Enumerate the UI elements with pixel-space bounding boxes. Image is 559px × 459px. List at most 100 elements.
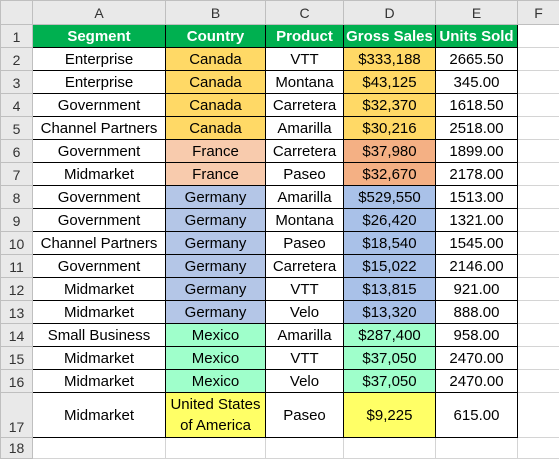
empty-cell[interactable] [518, 209, 559, 232]
data-cell[interactable]: Channel Partners [33, 117, 166, 140]
row-number[interactable]: 3 [1, 71, 33, 94]
data-cell[interactable]: Government [33, 186, 166, 209]
data-cell[interactable]: Small Business [33, 324, 166, 347]
empty-cell[interactable] [436, 438, 518, 459]
data-cell[interactable]: Government [33, 140, 166, 163]
data-cell[interactable]: Germany [166, 186, 266, 209]
data-cell[interactable]: Germany [166, 301, 266, 324]
data-cell[interactable]: Midmarket [33, 347, 166, 370]
empty-cell[interactable] [518, 255, 559, 278]
data-cell[interactable]: Canada [166, 48, 266, 71]
empty-cell[interactable] [518, 163, 559, 186]
row-number[interactable]: 15 [1, 347, 33, 370]
data-cell[interactable]: Canada [166, 94, 266, 117]
data-cell[interactable]: $30,216 [344, 117, 436, 140]
data-cell[interactable]: Canada [166, 71, 266, 94]
data-cell[interactable]: Mexico [166, 347, 266, 370]
row-number[interactable]: 2 [1, 48, 33, 71]
data-cell[interactable]: 1513.00 [436, 186, 518, 209]
data-cell[interactable]: Government [33, 255, 166, 278]
data-cell[interactable]: Germany [166, 255, 266, 278]
data-cell[interactable]: 1899.00 [436, 140, 518, 163]
data-cell[interactable]: France [166, 140, 266, 163]
data-cell[interactable]: Carretera [266, 140, 344, 163]
empty-cell[interactable] [518, 278, 559, 301]
data-cell[interactable]: France [166, 163, 266, 186]
empty-cell[interactable] [518, 232, 559, 255]
header-cell[interactable]: Segment [33, 25, 166, 48]
row-number[interactable]: 11 [1, 255, 33, 278]
row-number[interactable]: 17 [1, 393, 33, 438]
data-cell[interactable]: $9,225 [344, 393, 436, 438]
data-cell[interactable]: Germany [166, 209, 266, 232]
empty-cell[interactable] [518, 71, 559, 94]
row-number[interactable]: 10 [1, 232, 33, 255]
row-number[interactable]: 5 [1, 117, 33, 140]
data-cell[interactable]: Government [33, 209, 166, 232]
empty-cell[interactable] [518, 393, 559, 438]
column-letter[interactable]: C [266, 1, 344, 25]
data-cell[interactable]: $32,670 [344, 163, 436, 186]
data-cell[interactable]: Midmarket [33, 301, 166, 324]
empty-cell[interactable] [518, 438, 559, 459]
empty-cell[interactable] [518, 94, 559, 117]
data-cell[interactable]: Midmarket [33, 163, 166, 186]
header-cell[interactable]: Country [166, 25, 266, 48]
empty-cell[interactable] [518, 25, 559, 48]
data-cell[interactable]: Carretera [266, 255, 344, 278]
row-number[interactable]: 8 [1, 186, 33, 209]
empty-cell[interactable] [518, 324, 559, 347]
data-cell[interactable]: $43,125 [344, 71, 436, 94]
empty-cell[interactable] [518, 117, 559, 140]
data-cell[interactable]: 958.00 [436, 324, 518, 347]
column-letter[interactable]: E [436, 1, 518, 25]
row-number[interactable]: 6 [1, 140, 33, 163]
data-cell[interactable]: Mexico [166, 324, 266, 347]
column-letter[interactable]: F [518, 1, 559, 25]
data-cell[interactable]: 921.00 [436, 278, 518, 301]
data-cell[interactable]: Germany [166, 232, 266, 255]
data-cell[interactable]: 2178.00 [436, 163, 518, 186]
empty-cell[interactable] [518, 347, 559, 370]
data-cell[interactable]: Enterprise [33, 71, 166, 94]
data-cell[interactable]: $32,370 [344, 94, 436, 117]
row-number[interactable]: 18 [1, 438, 33, 459]
data-cell[interactable]: 1545.00 [436, 232, 518, 255]
row-number[interactable]: 14 [1, 324, 33, 347]
data-cell[interactable]: $287,400 [344, 324, 436, 347]
row-number[interactable]: 9 [1, 209, 33, 232]
row-number[interactable]: 12 [1, 278, 33, 301]
header-cell[interactable]: Gross Sales [344, 25, 436, 48]
data-cell[interactable]: $26,420 [344, 209, 436, 232]
empty-cell[interactable] [518, 140, 559, 163]
data-cell[interactable]: $15,022 [344, 255, 436, 278]
data-cell[interactable]: Amarilla [266, 117, 344, 140]
data-cell[interactable]: Midmarket [33, 278, 166, 301]
data-cell[interactable]: $18,540 [344, 232, 436, 255]
data-cell[interactable]: Germany [166, 278, 266, 301]
data-cell[interactable]: $13,320 [344, 301, 436, 324]
data-cell[interactable]: Velo [266, 370, 344, 393]
data-cell[interactable]: Paseo [266, 393, 344, 438]
data-cell[interactable]: 888.00 [436, 301, 518, 324]
data-cell[interactable]: Paseo [266, 163, 344, 186]
data-cell[interactable]: VTT [266, 347, 344, 370]
data-cell[interactable]: Canada [166, 117, 266, 140]
row-number[interactable]: 7 [1, 163, 33, 186]
data-cell[interactable]: 2146.00 [436, 255, 518, 278]
empty-cell[interactable] [518, 370, 559, 393]
empty-cell[interactable] [166, 438, 266, 459]
data-cell[interactable]: VTT [266, 48, 344, 71]
data-cell[interactable]: 615.00 [436, 393, 518, 438]
row-number[interactable]: 1 [1, 25, 33, 48]
empty-cell[interactable] [266, 438, 344, 459]
data-cell[interactable]: Carretera [266, 94, 344, 117]
data-cell[interactable]: 2470.00 [436, 347, 518, 370]
column-letter[interactable]: B [166, 1, 266, 25]
row-number[interactable]: 4 [1, 94, 33, 117]
data-cell[interactable]: Montana [266, 71, 344, 94]
empty-cell[interactable] [518, 301, 559, 324]
data-cell[interactable]: Montana [266, 209, 344, 232]
data-cell[interactable]: 2665.50 [436, 48, 518, 71]
data-cell[interactable]: $13,815 [344, 278, 436, 301]
